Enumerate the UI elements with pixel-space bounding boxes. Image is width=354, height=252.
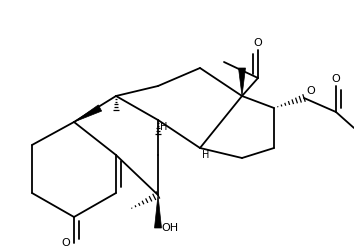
Text: O: O [332, 74, 341, 84]
Text: H: H [202, 150, 209, 160]
Polygon shape [154, 195, 161, 228]
Polygon shape [74, 105, 102, 122]
Text: O: O [61, 238, 70, 248]
Text: O: O [253, 38, 262, 48]
Text: H: H [160, 122, 167, 132]
Text: O: O [306, 86, 315, 96]
Polygon shape [239, 68, 246, 96]
Text: OH: OH [161, 223, 178, 233]
